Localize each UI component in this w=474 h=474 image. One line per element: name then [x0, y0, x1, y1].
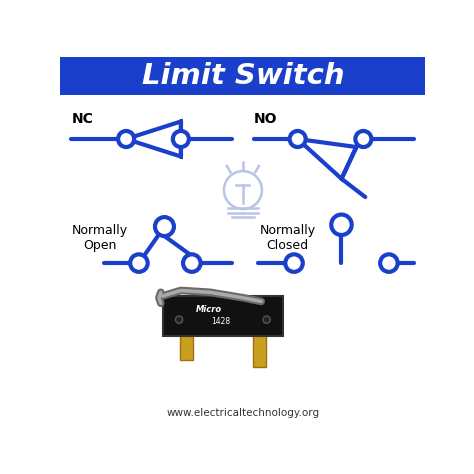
- Text: NO: NO: [254, 112, 277, 126]
- Text: Limit Switch: Limit Switch: [142, 62, 344, 90]
- FancyBboxPatch shape: [61, 57, 425, 95]
- Circle shape: [285, 255, 303, 272]
- Circle shape: [155, 217, 174, 236]
- Text: Micro: Micro: [196, 305, 222, 314]
- Circle shape: [380, 255, 398, 272]
- Circle shape: [183, 255, 201, 272]
- FancyBboxPatch shape: [180, 334, 193, 360]
- Text: NC: NC: [72, 112, 93, 126]
- FancyBboxPatch shape: [253, 334, 266, 367]
- Circle shape: [130, 255, 148, 272]
- Circle shape: [263, 316, 270, 323]
- Text: Normally
Closed: Normally Closed: [259, 224, 316, 252]
- Circle shape: [356, 131, 372, 147]
- Circle shape: [118, 131, 134, 147]
- Circle shape: [224, 171, 262, 209]
- Circle shape: [331, 215, 352, 235]
- Circle shape: [290, 131, 306, 147]
- Text: 1428: 1428: [211, 317, 230, 326]
- Text: Normally
Open: Normally Open: [72, 224, 128, 252]
- Text: www.electricaltechnology.org: www.electricaltechnology.org: [166, 408, 319, 418]
- Circle shape: [175, 316, 182, 323]
- FancyBboxPatch shape: [163, 296, 283, 336]
- Circle shape: [173, 131, 189, 147]
